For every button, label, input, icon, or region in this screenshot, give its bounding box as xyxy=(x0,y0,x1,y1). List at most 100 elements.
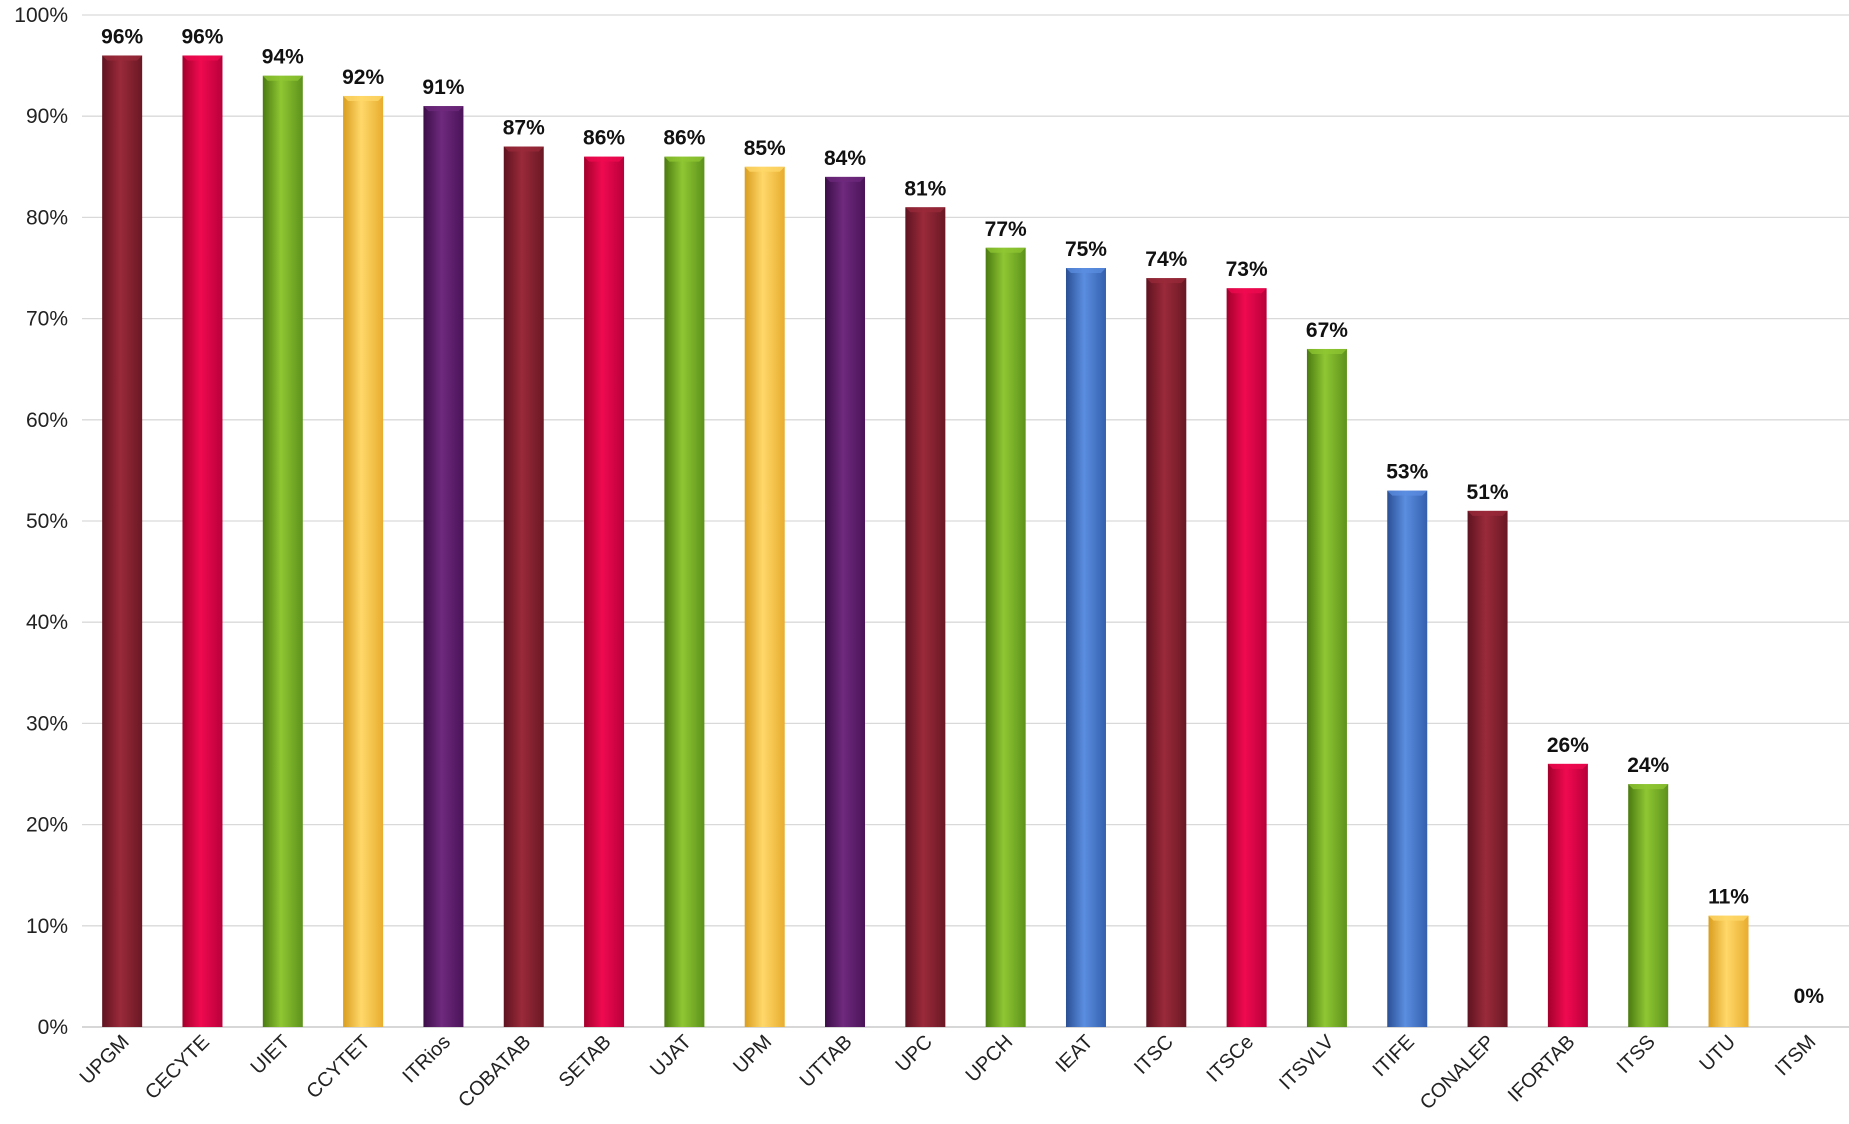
data-label: 0% xyxy=(1794,985,1825,1008)
bar xyxy=(1226,288,1267,1027)
data-label: 94% xyxy=(262,46,304,69)
x-tick-label: ITIFE xyxy=(1369,1031,1419,1081)
x-tick-label: UPM xyxy=(729,1031,776,1078)
data-label: 84% xyxy=(824,147,866,170)
bar-bevel xyxy=(262,75,303,81)
data-label: 96% xyxy=(101,25,143,48)
bar-body xyxy=(744,166,785,1028)
data-label: 51% xyxy=(1467,481,1509,504)
y-tick-label: 50% xyxy=(26,510,68,533)
data-label: 73% xyxy=(1226,258,1268,281)
bar-bevel xyxy=(1467,510,1508,516)
x-tick-label: UPGM xyxy=(76,1031,134,1089)
bar-bevel xyxy=(1547,763,1588,769)
x-tick-label: CECYTE xyxy=(141,1031,214,1104)
x-tick-label: COBATAB xyxy=(454,1031,535,1112)
bar-body xyxy=(1065,268,1106,1027)
bar-bevel xyxy=(1306,348,1347,354)
y-tick-label: 90% xyxy=(26,105,68,128)
data-label: 75% xyxy=(1065,238,1107,261)
bar xyxy=(343,95,384,1027)
x-tick-label: IEAT xyxy=(1052,1031,1098,1077)
bar xyxy=(102,55,143,1028)
bar xyxy=(1065,268,1106,1027)
bar xyxy=(744,166,785,1028)
x-tick-label: ITSCe xyxy=(1203,1031,1259,1087)
bar-body xyxy=(503,146,544,1027)
bar-bevel xyxy=(343,95,384,101)
x-tick-label: IFORTAB xyxy=(1504,1031,1580,1107)
bar-bevel xyxy=(905,207,946,213)
bar xyxy=(262,75,303,1028)
bar-body xyxy=(584,156,625,1027)
bar-bevel xyxy=(1387,490,1428,496)
bar xyxy=(985,247,1026,1027)
bar xyxy=(1628,784,1669,1027)
x-tick-label: UJAT xyxy=(646,1031,696,1081)
bar-bevel xyxy=(584,156,625,162)
bar xyxy=(503,146,544,1027)
y-tick-label: 30% xyxy=(26,712,68,735)
bar-bevel xyxy=(423,106,464,112)
data-label: 86% xyxy=(663,127,705,150)
data-label: 86% xyxy=(583,127,625,150)
y-tick-label: 70% xyxy=(26,308,68,331)
y-axis-ticks: 0% 10% 20% 30% 40% 50% 60% 70% 80% 90% 100% xyxy=(14,4,68,1039)
bar-body xyxy=(1306,348,1347,1028)
x-tick-label: UPC xyxy=(891,1031,936,1076)
x-tick-label: ITRios xyxy=(399,1031,455,1087)
bar-body xyxy=(1146,278,1187,1027)
bar-bevel xyxy=(503,146,544,152)
data-label: 87% xyxy=(503,117,545,140)
data-label: 91% xyxy=(422,76,464,99)
bar-body xyxy=(1387,490,1428,1027)
x-tick-label: ITSVLV xyxy=(1275,1031,1339,1095)
data-label: 11% xyxy=(1708,886,1749,909)
bar-bevel xyxy=(1628,784,1669,790)
bar-bevel xyxy=(744,166,785,172)
x-tick-label: CONALEP xyxy=(1416,1031,1499,1114)
bar-body xyxy=(664,156,705,1027)
data-label: 53% xyxy=(1386,461,1428,484)
data-label: 74% xyxy=(1145,248,1187,271)
bar-bevel xyxy=(985,247,1026,253)
bar-body xyxy=(1467,510,1508,1027)
bar-body xyxy=(985,247,1026,1027)
x-axis-ticks: UPGM CECYTE UIET CCYTET ITRios COBATAB SETAB UJ… xyxy=(76,1031,1821,1115)
x-tick-label: UTTAB xyxy=(796,1031,857,1092)
bar-body xyxy=(905,207,946,1027)
data-label: 92% xyxy=(342,66,384,89)
bar-body xyxy=(1628,784,1669,1027)
bar xyxy=(423,106,464,1027)
data-label: 24% xyxy=(1627,754,1669,777)
bar-bevel xyxy=(1226,288,1267,294)
bar xyxy=(1467,510,1508,1027)
bar-body xyxy=(423,106,464,1027)
y-tick-label: 0% xyxy=(38,1016,68,1039)
bar-body xyxy=(262,75,303,1028)
data-label: 67% xyxy=(1306,319,1348,342)
x-tick-label: ITSC xyxy=(1130,1031,1178,1079)
data-label: 26% xyxy=(1547,734,1589,757)
bar-bevel xyxy=(664,156,705,162)
bar-bevel xyxy=(1146,278,1187,284)
data-label: 77% xyxy=(985,218,1027,241)
x-tick-label: UIET xyxy=(247,1031,295,1079)
bar-body xyxy=(102,55,143,1028)
bar xyxy=(584,156,625,1027)
bars xyxy=(102,55,1749,1028)
x-tick-label: CCYTET xyxy=(303,1031,375,1103)
bar xyxy=(905,207,946,1027)
bar xyxy=(182,55,223,1028)
bar-body xyxy=(343,95,384,1027)
y-tick-label: 10% xyxy=(26,915,68,938)
bar-bevel xyxy=(825,176,866,182)
bar-body xyxy=(1226,288,1267,1027)
bar xyxy=(1547,763,1588,1027)
bar-bevel xyxy=(182,55,223,61)
bar xyxy=(664,156,705,1027)
bar xyxy=(1146,278,1187,1027)
bar xyxy=(1387,490,1428,1027)
